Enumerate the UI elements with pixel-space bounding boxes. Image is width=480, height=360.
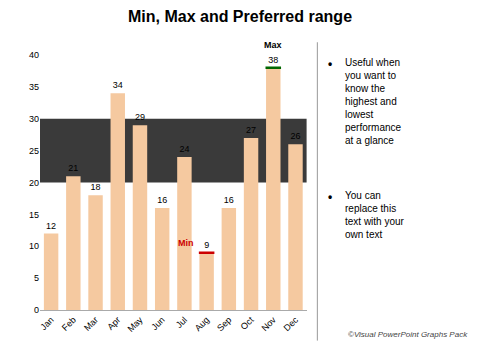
svg-text:Jul: Jul — [174, 315, 189, 330]
svg-text:Apr: Apr — [105, 315, 122, 332]
svg-text:•: • — [328, 57, 332, 71]
svg-text:38: 38 — [268, 55, 278, 65]
svg-text:Min: Min — [178, 238, 194, 248]
svg-text:12: 12 — [46, 221, 56, 231]
svg-text:Feb: Feb — [60, 315, 78, 333]
svg-text:15: 15 — [29, 210, 39, 220]
svg-text:34: 34 — [113, 80, 123, 90]
svg-text:Min, Max and Preferred range: Min, Max and Preferred range — [128, 8, 352, 25]
svg-text:9: 9 — [204, 240, 209, 250]
svg-text:Jan: Jan — [38, 315, 55, 332]
svg-text:Oct: Oct — [239, 314, 256, 331]
svg-text:Mar: Mar — [82, 315, 100, 333]
svg-text:©Visual PowerPoint Graphs Pack: ©Visual PowerPoint Graphs Pack — [348, 330, 468, 339]
svg-text:18: 18 — [91, 182, 101, 192]
svg-text:21: 21 — [68, 163, 78, 173]
svg-text:40: 40 — [29, 50, 39, 60]
svg-text:35: 35 — [29, 82, 39, 92]
svg-text:29: 29 — [135, 112, 145, 122]
svg-text:Jun: Jun — [149, 315, 166, 332]
svg-text:25: 25 — [29, 146, 39, 156]
svg-text:0: 0 — [34, 305, 39, 315]
svg-text:26: 26 — [290, 131, 300, 141]
svg-text:27: 27 — [246, 125, 256, 135]
svg-text:May: May — [125, 314, 144, 333]
svg-text:Useful whenyou want toknow the: Useful whenyou want toknow thehighest an… — [345, 57, 402, 146]
svg-text:Aug: Aug — [193, 315, 211, 333]
svg-text:20: 20 — [29, 178, 39, 188]
svg-text:Dec: Dec — [282, 314, 301, 333]
svg-text:16: 16 — [224, 195, 234, 205]
svg-text:5: 5 — [34, 273, 39, 283]
svg-text:•: • — [328, 190, 332, 204]
svg-text:10: 10 — [29, 241, 39, 251]
svg-text:Sep: Sep — [215, 315, 233, 333]
svg-text:16: 16 — [157, 195, 167, 205]
svg-text:Nov: Nov — [259, 314, 278, 333]
svg-text:24: 24 — [179, 144, 189, 154]
svg-text:30: 30 — [29, 114, 39, 124]
svg-text:You canreplace thistext with y: You canreplace thistext with yourown tex… — [345, 190, 405, 240]
svg-text:Max: Max — [264, 40, 282, 50]
